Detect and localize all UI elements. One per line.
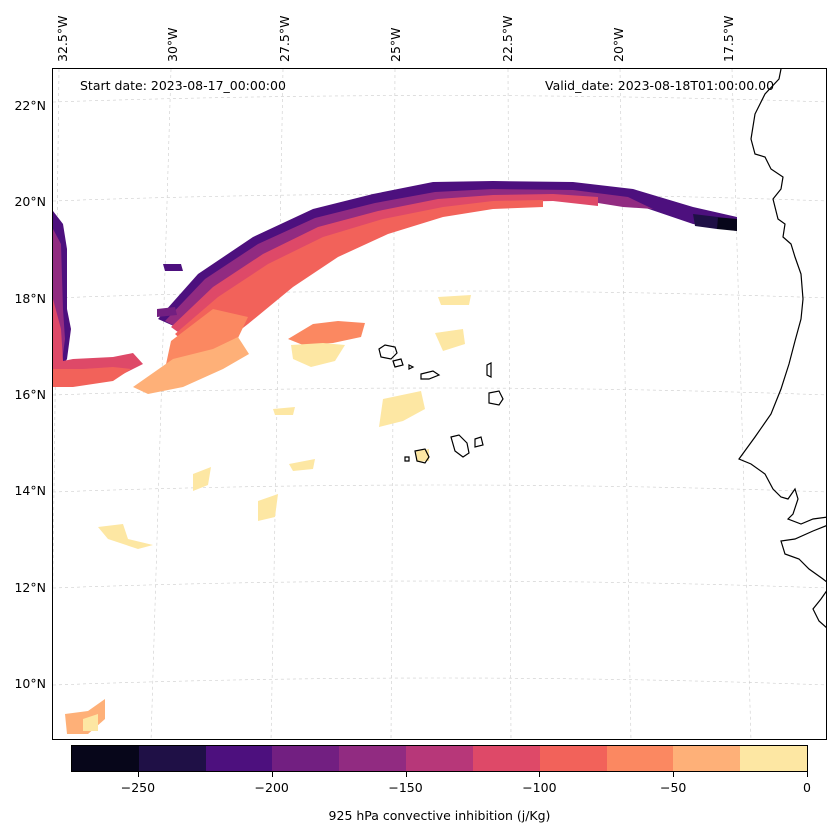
colorbar-swatch (606, 746, 674, 771)
cape-verde-island (392, 358, 404, 368)
grid-line (53, 290, 826, 299)
colorbar (71, 745, 808, 772)
cin-patch (98, 524, 153, 549)
lon-label: 17.5°W (721, 15, 736, 62)
cape-verde-island (408, 364, 415, 370)
lon-label: 20°W (611, 27, 626, 62)
cin-patch (416, 449, 429, 462)
cape-verde-island (474, 436, 484, 448)
grid-line (507, 69, 512, 739)
valid-date-annotation: Valid_date: 2023-08-18T01:00:00.00 (545, 78, 775, 93)
cape-verde-island (450, 434, 470, 458)
grid-line (150, 69, 172, 739)
colorbar-swatch (472, 746, 540, 771)
colorbar-swatch (740, 746, 807, 771)
lat-label: 12°N (14, 580, 46, 595)
colorbar-swatch (272, 746, 340, 771)
colorbar-tick (673, 772, 675, 777)
map-canvas (53, 69, 826, 739)
colorbar-tick-label: −50 (659, 780, 687, 795)
colorbar-swatch (138, 746, 206, 771)
cin-patch (273, 407, 295, 415)
cin-patch (435, 329, 465, 351)
colorbar-tick (807, 772, 808, 777)
lon-label: 32.5°W (55, 15, 70, 62)
colorbar-tick (539, 772, 541, 777)
lon-label: 25°W (388, 27, 403, 62)
cin-left-blob-core (53, 367, 131, 387)
cin-contour-fill (53, 181, 737, 734)
cin-patch (291, 343, 345, 367)
lat-label: 22°N (14, 98, 46, 113)
cin-left-blob-inner (53, 299, 143, 387)
coastlines (378, 69, 826, 629)
colorbar-tick-label: −250 (120, 780, 156, 795)
cin-patch (157, 307, 177, 317)
colorbar-tick (271, 772, 273, 777)
cape-verde-island (488, 390, 504, 406)
colorbar-swatch (673, 746, 741, 771)
grid-line (53, 69, 60, 599)
grid-line (53, 580, 826, 589)
lon-label: 22.5°W (500, 15, 515, 62)
cape-verde-island (486, 362, 492, 378)
colorbar-tick-label: −200 (254, 780, 289, 795)
colorbar-tick (137, 772, 139, 777)
colorbar-tick-label: −150 (388, 780, 423, 795)
cin-right-tail-mid (693, 214, 718, 229)
grid-line (53, 677, 826, 686)
cape-verde-island (420, 370, 441, 380)
lat-label: 14°N (14, 483, 46, 498)
colorbar-swatch (72, 746, 139, 771)
cin-patch (163, 264, 183, 271)
cin-patch (438, 295, 471, 305)
cin-right-tail-dark (715, 217, 737, 231)
colorbar-swatch (539, 746, 607, 771)
lat-label: 16°N (14, 387, 46, 402)
lat-label: 18°N (14, 291, 46, 306)
colorbar-tick-label: 0 (803, 780, 811, 795)
cin-band-tail-light (133, 337, 249, 394)
africa-coastline (738, 69, 826, 629)
map-panel[interactable] (52, 68, 827, 740)
lat-label: 20°N (14, 194, 46, 209)
lat-label: 10°N (14, 676, 46, 691)
grid-line (619, 69, 632, 739)
grid-line (270, 69, 284, 739)
colorbar-label: 925 hPa convective inhibition (j/Kg) (328, 808, 551, 823)
cape-verde-island (414, 448, 430, 464)
start-date-annotation: Start date: 2023-08-17_00:00:00 (80, 78, 286, 93)
cape-verde-island (404, 456, 410, 462)
colorbar-swatch (339, 746, 407, 771)
cin-patch (83, 714, 98, 731)
grid-line (53, 193, 826, 202)
lon-label: 27.5°W (277, 15, 292, 62)
grid-line (731, 69, 752, 739)
cin-patch (193, 467, 211, 491)
cin-patch (258, 494, 278, 521)
colorbar-swatch (406, 746, 473, 771)
graticule (53, 69, 826, 739)
grid-line (53, 387, 826, 396)
cin-patch (379, 391, 425, 427)
grid-line (53, 95, 826, 103)
grid-line (53, 484, 826, 493)
colorbar-tick (405, 772, 407, 777)
cin-patch (288, 321, 365, 345)
cape-verde-island (378, 344, 398, 360)
cin-patch (289, 459, 315, 471)
colorbar-swatch (205, 746, 273, 771)
lon-label: 30°W (165, 27, 180, 62)
cin-band-outer (158, 181, 737, 339)
colorbar-tick-label: −100 (522, 780, 557, 795)
